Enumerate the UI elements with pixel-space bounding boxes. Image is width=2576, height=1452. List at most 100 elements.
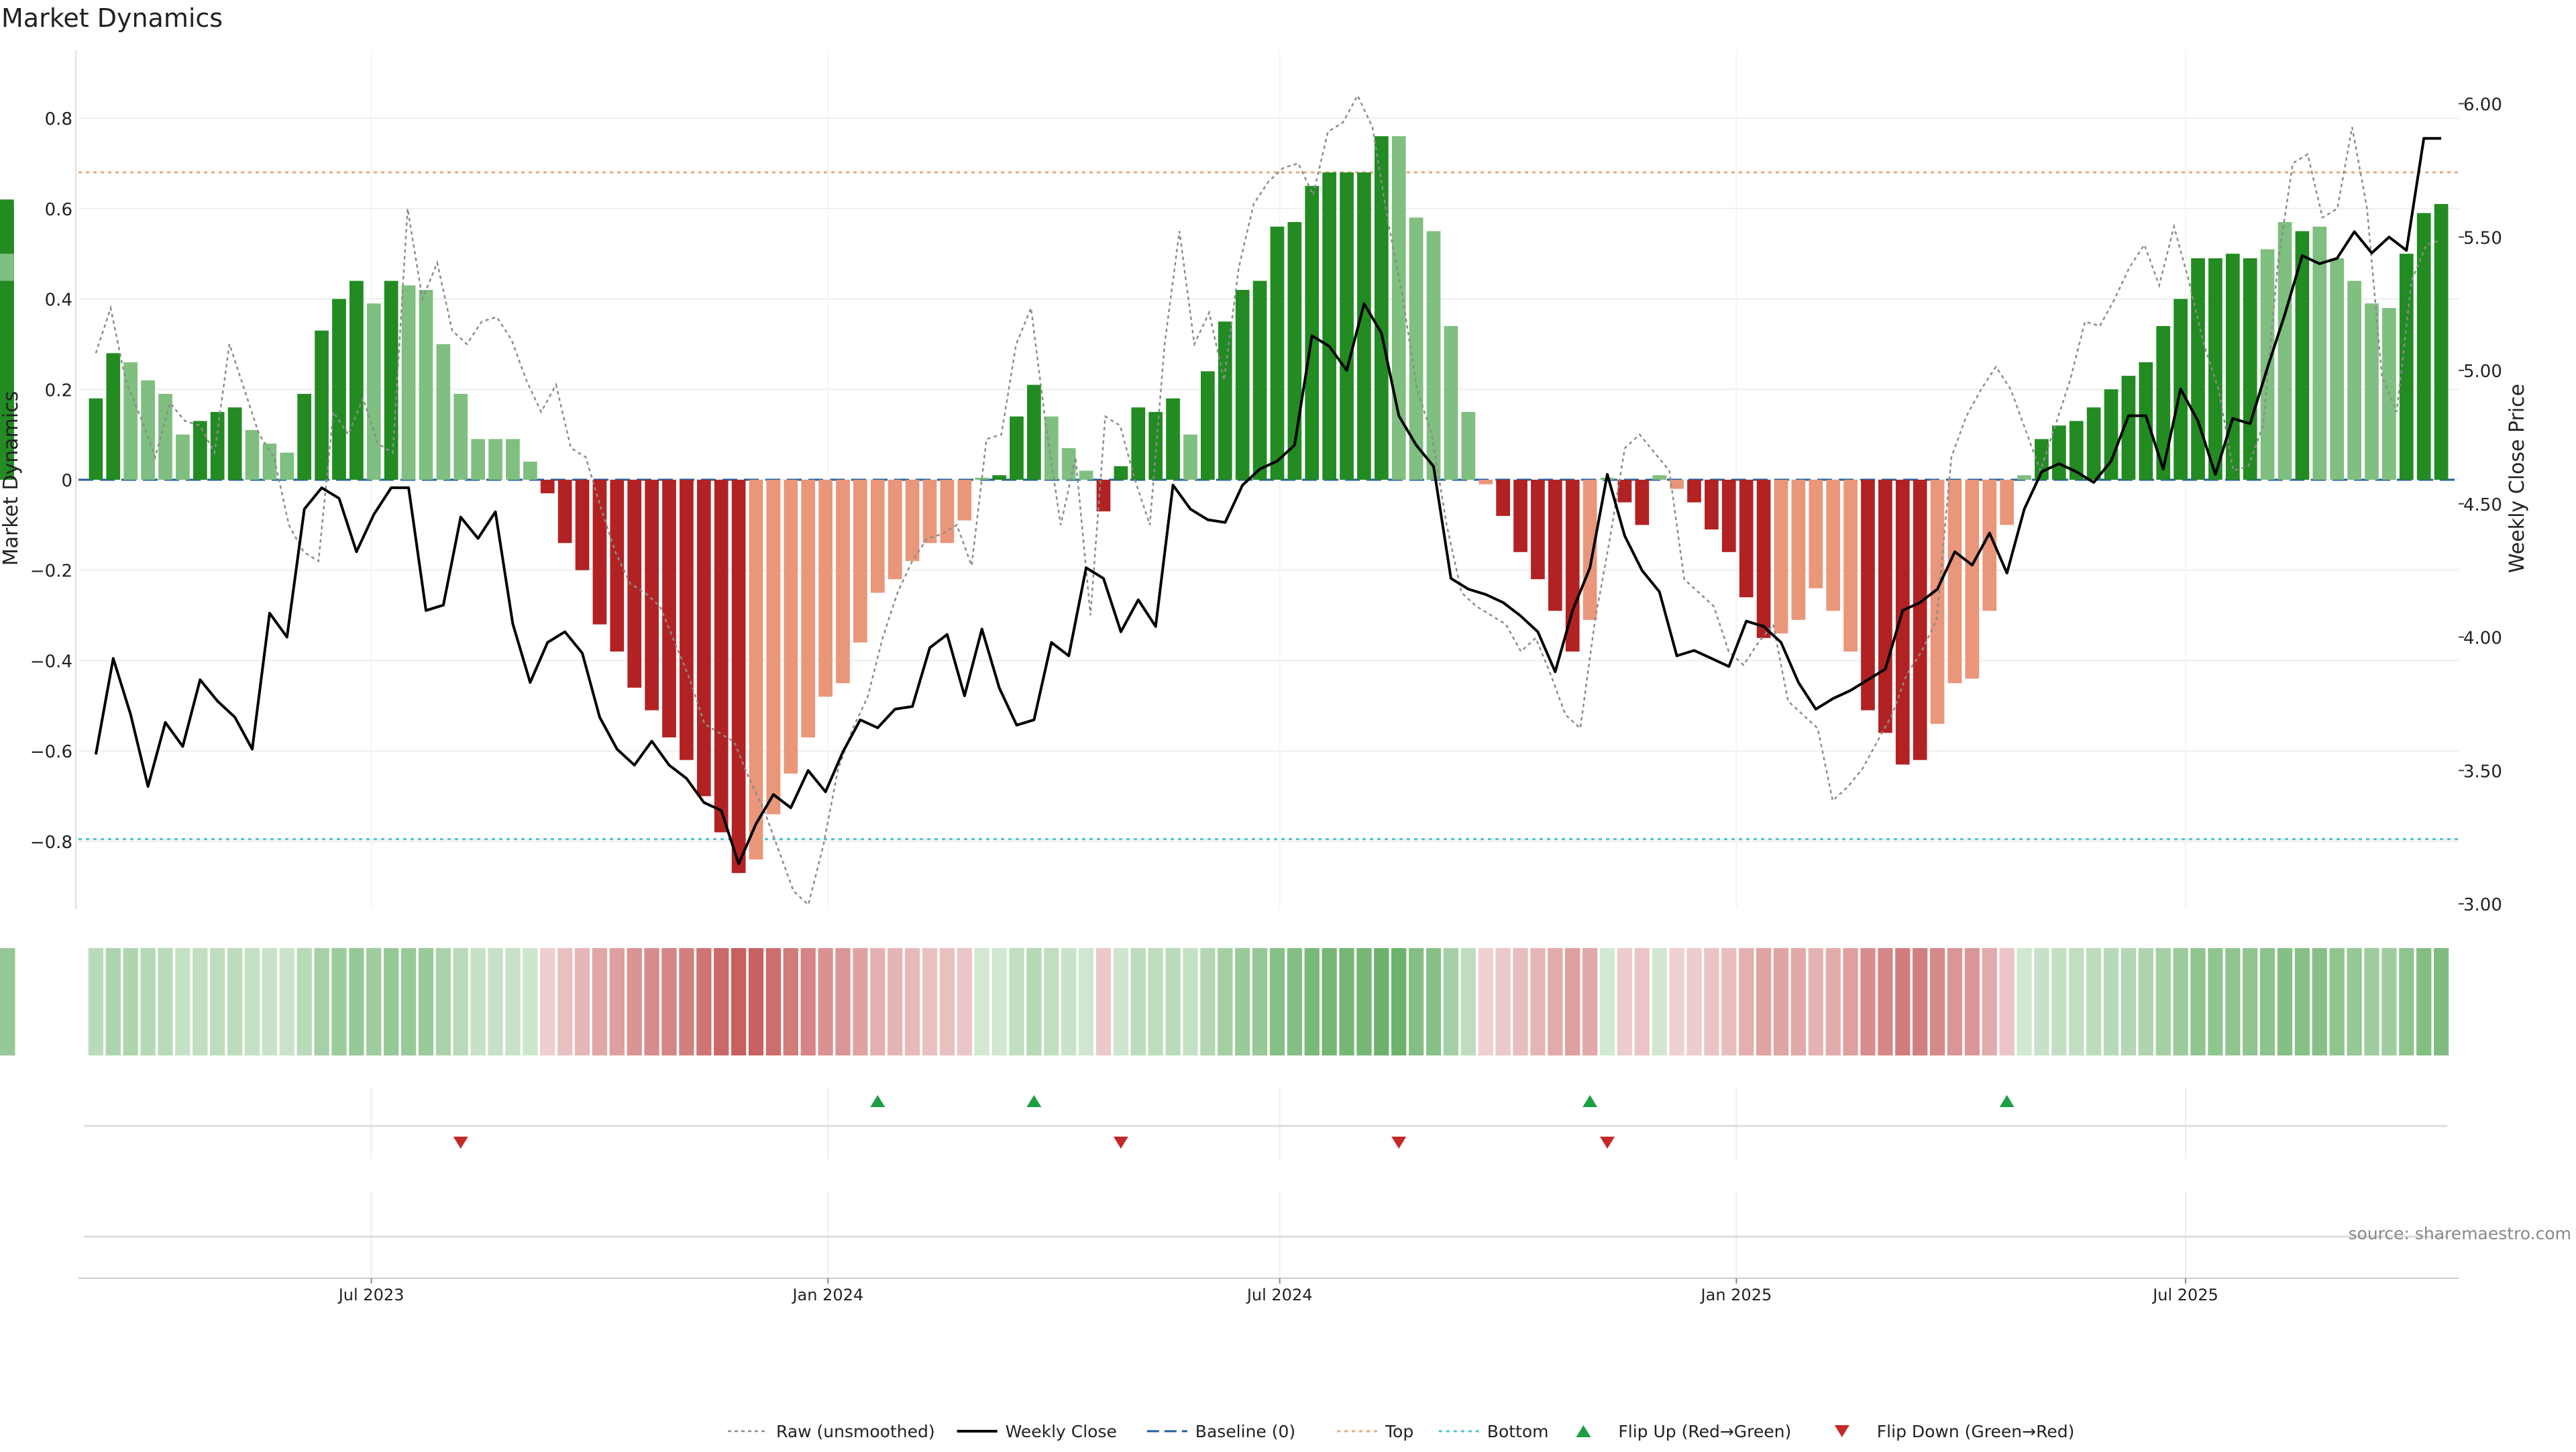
strip-cell [88, 948, 104, 1055]
bar [1252, 280, 1267, 480]
bar [1200, 371, 1215, 480]
strip-cell [1026, 948, 1042, 1055]
bar [2086, 407, 2101, 480]
legend-label: Flip Down (Green→Red) [1877, 1422, 2075, 1441]
strip-cell [835, 948, 851, 1055]
bar [2104, 389, 2118, 480]
bar [1809, 480, 1823, 588]
strip-cell [453, 948, 468, 1055]
flip-up-marker [1999, 1095, 2015, 1107]
weekly-close-series [94, 137, 2442, 866]
legend-item: Baseline (0) [1146, 1422, 1295, 1441]
weekly-close-line [94, 137, 2442, 866]
bar [2243, 258, 2257, 480]
strip-cell [175, 948, 191, 1055]
legend: Raw (unsmoothed) Weekly Close Baseline (0)… [728, 1422, 2074, 1441]
strip-cell [227, 948, 243, 1055]
strip-cell [714, 948, 729, 1055]
strip-cell [1061, 948, 1077, 1055]
bar [870, 480, 885, 593]
flip-down-marker [453, 1137, 468, 1149]
strip-cell [574, 948, 590, 1055]
strip-cell [2243, 948, 2258, 1055]
bar [1652, 475, 1667, 480]
bar [940, 480, 955, 543]
bar [176, 434, 190, 480]
legend-item: Top [1337, 1422, 1413, 1441]
strip-cell [1669, 948, 1684, 1055]
strip-cell [748, 948, 764, 1055]
strip-cell [1078, 948, 1094, 1055]
bar [992, 475, 1006, 480]
strip-cell [1095, 948, 1112, 1055]
strip-cell [2121, 948, 2137, 1055]
bar [123, 362, 138, 480]
strip-cell [1652, 948, 1667, 1055]
y-left-tick-label: 0.8 [45, 109, 72, 129]
strip-cell [2138, 948, 2153, 1055]
bar [1114, 466, 1128, 480]
bar [2277, 222, 2292, 480]
y-left-tick-label: 0.2 [45, 380, 72, 401]
bar [1756, 480, 1771, 638]
strip-cell [2225, 948, 2241, 1055]
strip-cell [2017, 948, 2032, 1055]
bar [853, 480, 867, 643]
bar [1635, 480, 1650, 525]
strip-cell [279, 948, 294, 1055]
strip-cell [1721, 948, 1737, 1055]
bar [227, 407, 242, 480]
strip-cell [2381, 948, 2397, 1055]
left-axis: 0.8 0.6 0.4 0.2 0 −0.2 −0.4 −0.6 −0.8 [30, 50, 76, 909]
strip-cell [557, 948, 573, 1055]
strip-cell [297, 948, 312, 1055]
bar [1774, 480, 1788, 634]
bar [1965, 480, 1980, 679]
bar [419, 290, 433, 480]
bar [1670, 480, 1684, 489]
strip-cell [1634, 948, 1650, 1055]
strip-cell [1860, 948, 1876, 1055]
strip-cell [193, 948, 208, 1055]
legend-label: Raw (unsmoothed) [776, 1422, 935, 1441]
strip-cell [1843, 948, 1858, 1055]
bar [922, 480, 937, 543]
strip-cell [1218, 948, 1233, 1055]
bar [1548, 480, 1562, 611]
strip-cell [1530, 948, 1546, 1055]
bar [1582, 480, 1597, 620]
strip-cell [1304, 948, 1320, 1055]
strip-cell [661, 948, 677, 1055]
bar [957, 480, 972, 521]
legend-label: Baseline (0) [1195, 1422, 1295, 1441]
raw-line [95, 93, 2442, 906]
strip-cell [2364, 948, 2379, 1055]
bar [662, 480, 676, 737]
strip-cell [1895, 948, 1911, 1055]
strip-cell [957, 948, 972, 1055]
bar [1044, 416, 1059, 480]
strip-cell [696, 948, 712, 1055]
strip-cell [540, 948, 555, 1055]
bar [2225, 254, 2240, 480]
bar [1479, 480, 1493, 484]
bar [2121, 376, 2136, 480]
strip-cell [1964, 948, 1980, 1055]
bar [1496, 480, 1510, 516]
bar [1444, 325, 1458, 480]
bar [332, 299, 346, 480]
bar [106, 353, 121, 480]
strip-cell [679, 948, 694, 1055]
bar [1322, 172, 1337, 480]
strip-cell [1756, 948, 1772, 1055]
bar [1895, 480, 1910, 765]
strip-cell [1044, 948, 1059, 1055]
strip-cell [1878, 948, 1893, 1055]
bar [210, 411, 225, 480]
legend-item: Raw (unsmoothed) [728, 1422, 935, 1441]
bar [506, 439, 520, 480]
strip-cell [800, 948, 816, 1055]
bar [905, 480, 920, 562]
bar [557, 480, 572, 543]
bar [1148, 411, 1163, 480]
